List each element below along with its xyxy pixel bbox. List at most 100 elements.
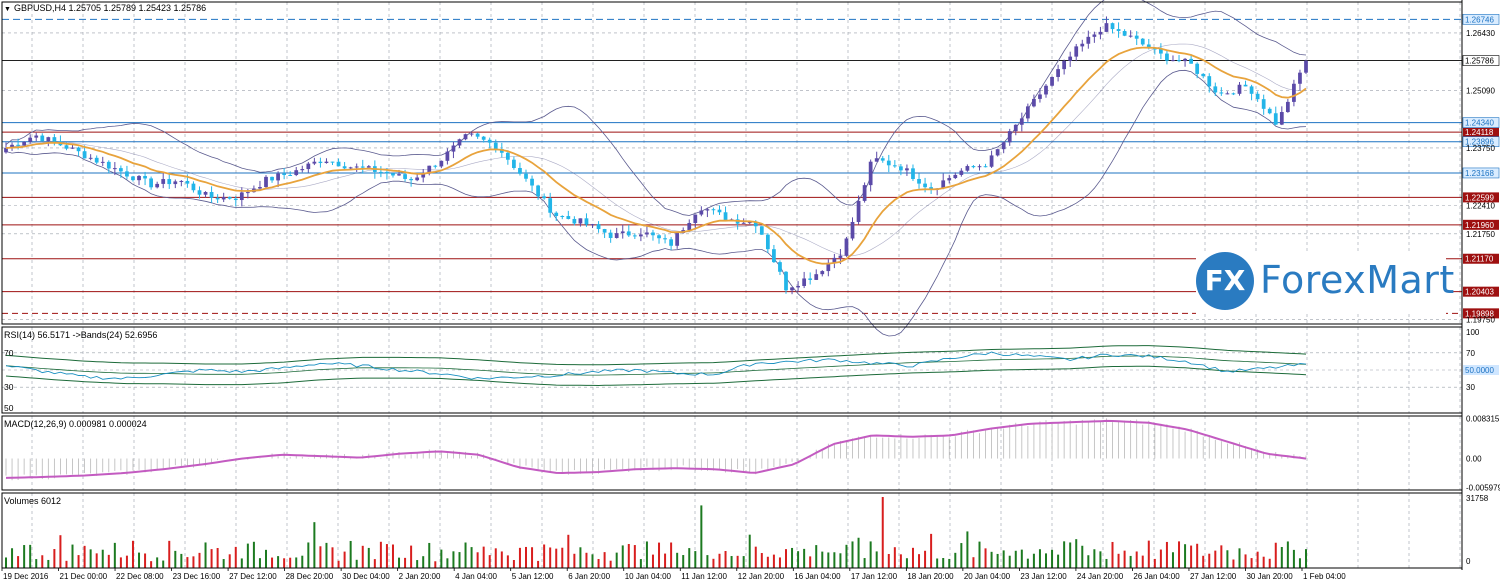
candle-body [584, 218, 589, 225]
candle-body [106, 161, 111, 169]
candle-body [336, 161, 341, 167]
time-tick-label: 23 Dec 16:00 [173, 572, 221, 581]
candle-body [572, 218, 577, 224]
candle-body [796, 285, 800, 288]
rsi-panel: 70 30 50 [2, 345, 1462, 413]
collapse-arrow-icon[interactable]: ▼ [4, 6, 11, 13]
candle-body [614, 233, 619, 238]
candle-body [645, 232, 649, 235]
candle-body [264, 176, 268, 188]
rsi-mid-tag [1463, 365, 1499, 375]
time-axis: 19 Dec 2016 21 Dec 00:00 22 Dec 08:00 23 De… [1, 568, 1346, 581]
volume-label: Volumes 6012 [4, 496, 62, 506]
candle-body [270, 176, 274, 181]
price-tick-label: 1.25090 [1466, 86, 1495, 95]
candle-body [258, 187, 262, 189]
candle-body [560, 216, 565, 218]
candle-body [874, 158, 879, 162]
candle-body [360, 166, 365, 168]
candle-body [457, 139, 462, 146]
candle-body [215, 197, 220, 200]
bollinger-middle [5, 43, 1307, 257]
candle-body [167, 179, 172, 185]
candle-body [826, 262, 831, 272]
candle-body [88, 157, 93, 159]
candle-body [542, 196, 547, 199]
time-tick-label: 17 Jan 12:00 [851, 572, 898, 581]
candle-body [911, 168, 915, 180]
candle-body [354, 166, 359, 168]
candle-body [318, 161, 323, 164]
candle-body [1225, 93, 1230, 95]
candle-body [82, 151, 87, 159]
candle-body [1086, 36, 1091, 44]
macd-panel [5, 418, 1307, 481]
candle-body [977, 166, 982, 168]
candle-body [203, 191, 208, 195]
candle-body [820, 271, 825, 275]
candle-body [391, 173, 395, 176]
time-tick-label: 24 Jan 20:00 [1077, 572, 1124, 581]
candle-body [675, 233, 680, 246]
candle-body [905, 168, 909, 171]
level-tag-label: 1.23168 [1465, 169, 1494, 178]
level-tag [1463, 192, 1499, 203]
level-tag [1462, 117, 1500, 128]
time-tick-label: 2 Jan 20:00 [399, 572, 441, 581]
panel-border [1, 415, 1463, 491]
candle-body [487, 139, 492, 143]
candle-body [880, 158, 885, 161]
candle-body [1152, 48, 1157, 50]
candle-body [312, 161, 317, 164]
rsi-band-lower [5, 365, 1307, 387]
time-tick-label: 12 Jan 20:00 [738, 572, 785, 581]
candle-body [409, 178, 413, 181]
candle-body [639, 234, 643, 237]
candle-body [1298, 72, 1302, 84]
candle-body [70, 147, 75, 149]
candle-body [366, 166, 371, 168]
candle-body [953, 174, 958, 179]
candle-body [1074, 46, 1079, 57]
candle-body [1171, 60, 1175, 62]
candle-body [1195, 63, 1200, 74]
candle-body [1255, 93, 1260, 100]
price-tick-label: 1.19750 [1466, 316, 1495, 325]
time-tick-label: 19 Dec 2016 [3, 572, 49, 581]
candle-body [324, 161, 329, 164]
candle-body [76, 147, 81, 152]
time-tick-label: 10 Jan 04:00 [625, 572, 672, 581]
candle-body [892, 165, 897, 167]
candle-body [965, 166, 970, 171]
candle-body [838, 255, 843, 258]
volume-header: Volumes 6012 [4, 496, 61, 506]
candle-body [983, 166, 988, 168]
candle-body [28, 137, 33, 142]
candle-body [1267, 108, 1272, 114]
candle-body [481, 136, 486, 140]
level-tag-label: 1.19898 [1465, 309, 1494, 318]
level-tag-label: 1.22599 [1465, 193, 1494, 202]
candle-body [1304, 60, 1308, 73]
candle-body [1140, 38, 1145, 45]
candle-body [1062, 60, 1067, 70]
candle-body [64, 145, 69, 149]
time-tick-label: 1 Feb 04:00 [1303, 572, 1346, 581]
horizontal-levels [2, 18, 1462, 314]
candle-body [52, 137, 57, 142]
candle-body [1165, 53, 1169, 61]
candle-body [463, 134, 468, 140]
candle-body [1104, 23, 1109, 32]
candle-body [536, 185, 540, 197]
candle-body [1032, 98, 1036, 107]
candle-body [209, 191, 214, 198]
candle-body [1013, 124, 1018, 132]
candle-body [306, 163, 311, 170]
volume-panel [5, 497, 1307, 568]
candle-body [917, 179, 921, 184]
candle-body [524, 173, 528, 179]
rsi-left-tick: 70 [4, 348, 14, 358]
candle-body [1080, 43, 1085, 47]
rsi-right-tick: 30 [1466, 383, 1475, 392]
